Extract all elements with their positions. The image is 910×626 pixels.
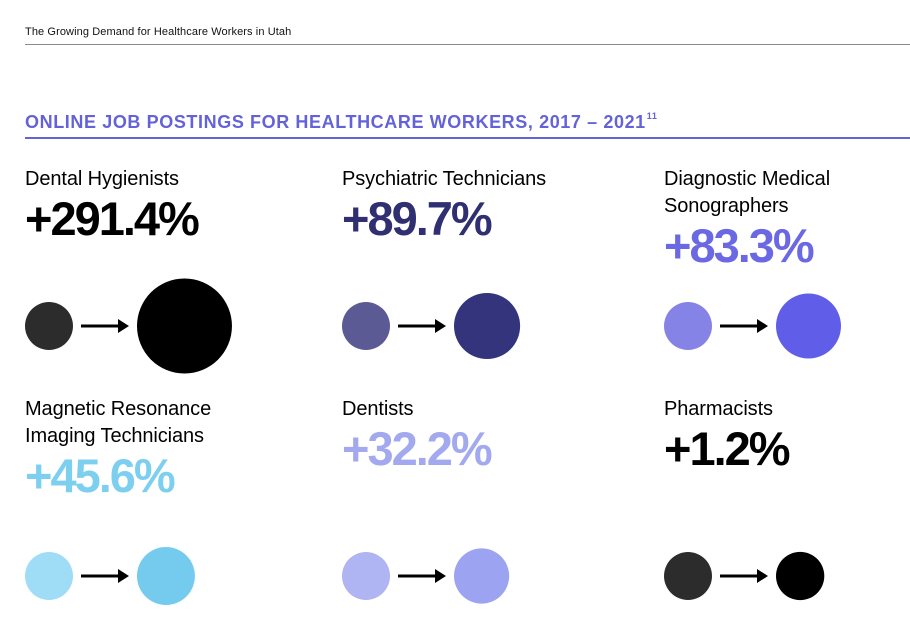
item-label: Magnetic Resonance Imaging Technicians — [25, 396, 325, 450]
bubble-2017 — [25, 552, 73, 600]
item-value: +291.4% — [25, 192, 200, 245]
chart-item: Psychiatric Technicians +89.7% — [342, 166, 642, 366]
item-value: +83.3% — [664, 219, 815, 272]
chart-item: Dental Hygienists +291.4% — [25, 166, 325, 374]
bubble-2017 — [25, 302, 73, 350]
item-value: +1.2% — [664, 422, 791, 475]
bubble-comparison — [342, 292, 521, 360]
item-value: +89.7% — [342, 192, 493, 245]
chart-title-text: ONLINE JOB POSTINGS FOR HEALTHCARE WORKE… — [25, 112, 646, 132]
bubble-2017 — [342, 552, 390, 600]
arrowhead-icon — [435, 319, 446, 333]
header-divider — [25, 44, 910, 45]
bubble-comparison — [25, 547, 195, 605]
item-value: +45.6% — [25, 449, 176, 502]
item-label-line: Imaging Technicians — [25, 425, 204, 447]
item-label-line: Diagnostic Medical — [664, 168, 831, 190]
document-header: The Growing Demand for Healthcare Worker… — [25, 26, 292, 38]
item-label-line: Dental Hygienists — [25, 168, 179, 190]
bubble-2017 — [664, 552, 712, 600]
item-label: Dental Hygienists — [25, 166, 325, 193]
bubble-2021 — [776, 551, 825, 601]
arrowhead-icon — [757, 319, 768, 333]
item-label-line: Magnetic Resonance — [25, 398, 212, 420]
title-divider — [25, 137, 910, 139]
bubble-comparison — [664, 551, 825, 601]
chart-title: ONLINE JOB POSTINGS FOR HEALTHCARE WORKE… — [25, 111, 658, 133]
bubble-comparison — [342, 548, 510, 604]
arrowhead-icon — [757, 569, 768, 583]
bubble-2021 — [137, 547, 195, 605]
chart-item: Diagnostic Medical Sonographers +83.3% — [664, 166, 910, 366]
chart-item: Pharmacists +1.2% — [664, 396, 910, 601]
bubble-2021 — [454, 548, 510, 604]
arrowhead-icon — [118, 319, 129, 333]
bubble-2021 — [776, 293, 841, 359]
item-label-line: Pharmacists — [664, 398, 773, 420]
item-label: Diagnostic Medical Sonographers — [664, 166, 910, 220]
item-label: Pharmacists — [664, 396, 910, 423]
item-label: Dentists — [342, 396, 642, 423]
arrowhead-icon — [118, 569, 129, 583]
chart-item: Magnetic Resonance Imaging Technicians +45… — [25, 396, 325, 605]
item-value: +32.2% — [342, 422, 493, 475]
bubble-2017 — [342, 302, 390, 350]
bubble-2021 — [137, 278, 232, 374]
item-label-line: Dentists — [342, 398, 414, 420]
item-label-line: Sonographers — [664, 195, 789, 217]
bubble-2021 — [454, 292, 521, 360]
bubble-comparison — [664, 293, 841, 359]
item-label-line: Psychiatric Technicians — [342, 168, 547, 190]
arrowhead-icon — [435, 569, 446, 583]
chart-item: Dentists +32.2% — [342, 396, 642, 604]
bubble-comparison — [25, 278, 232, 374]
footnote-marker: 11 — [646, 111, 658, 121]
item-label: Psychiatric Technicians — [342, 166, 642, 193]
bubble-2017 — [664, 302, 712, 350]
